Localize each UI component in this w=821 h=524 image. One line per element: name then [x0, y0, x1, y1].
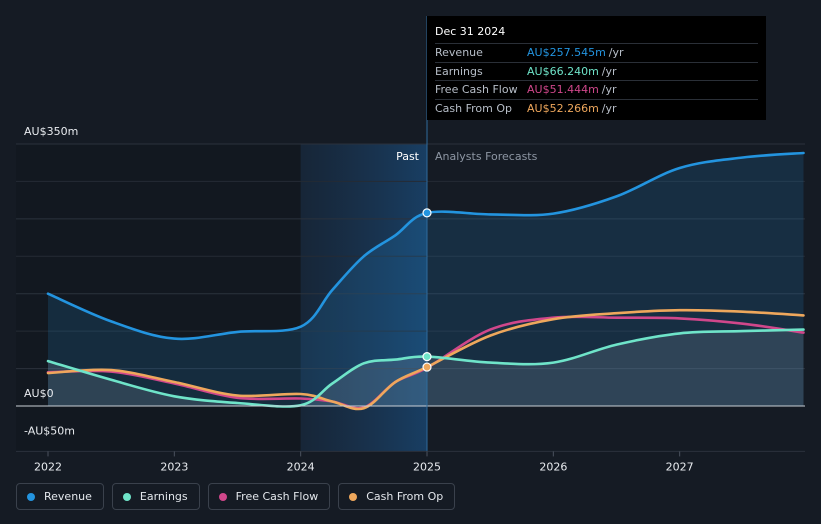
tooltip-row-revenue: Revenue AU$257.545m /yr	[435, 43, 758, 62]
chart-legend: Revenue Earnings Free Cash Flow Cash Fro…	[16, 483, 456, 510]
legend-item-earnings[interactable]: Earnings	[111, 483, 200, 510]
x-tick-label: 2023	[160, 460, 188, 473]
legend-dot-icon	[349, 492, 358, 501]
tooltip-label: Cash From Op	[435, 101, 513, 115]
series-marker	[422, 362, 432, 372]
legend-dot-icon	[122, 492, 131, 501]
series-line-revenue	[46, 151, 805, 341]
legend-item-revenue[interactable]: Revenue	[16, 483, 104, 510]
forecast-label: Analysts Forecasts	[435, 150, 538, 163]
y-tick-label: AU$0	[24, 387, 54, 400]
tooltip-row-earnings: Earnings AU$66.240m /yr	[435, 61, 758, 81]
legend-dot-icon	[27, 492, 35, 501]
tooltip-value: AU$257.545m	[527, 46, 606, 60]
tooltip-value: AU$51.444m	[527, 83, 599, 97]
tooltip-label: Free Cash Flow	[435, 83, 518, 97]
legend-label: Earnings	[139, 490, 188, 503]
legend-label: Cash From Op	[366, 490, 444, 503]
tooltip-value: AU$52.266m	[527, 101, 599, 115]
legend-label: Free Cash Flow	[235, 490, 319, 503]
tooltip-unit: /yr	[601, 64, 617, 78]
legend-item-cash-from-op[interactable]: Cash From Op	[338, 483, 456, 510]
y-tick-label: AU$350m	[24, 125, 78, 138]
series-line-cash-from-op	[46, 308, 805, 411]
legend-dot-icon	[218, 492, 227, 501]
tooltip-unit: /yr	[608, 46, 624, 60]
tooltip-label: Revenue	[435, 46, 483, 60]
legend-item-free-cash-flow[interactable]: Free Cash Flow	[207, 483, 331, 510]
tooltip-row-cash-from-op: Cash From Op AU$52.266m /yr	[435, 98, 758, 118]
x-tick-label: 2022	[34, 460, 62, 473]
series-marker	[422, 351, 432, 362]
past-label: Past	[396, 150, 420, 163]
series-line-earnings	[46, 328, 805, 408]
x-tick-label: 2027	[666, 460, 694, 473]
x-tick-label: 2024	[287, 460, 315, 473]
past-region	[16, 144, 301, 452]
series-marker	[422, 208, 432, 218]
tooltip-label: Earnings	[435, 64, 483, 78]
tooltip-unit: /yr	[601, 83, 617, 97]
tooltip-date: Dec 31 2024	[435, 25, 506, 38]
tooltip-row-free-cash-flow: Free Cash Flow AU$51.444m /yr	[435, 80, 758, 99]
legend-label: Revenue	[44, 490, 92, 503]
y-tick-label: -AU$50m	[24, 424, 75, 437]
series-area-revenue	[48, 153, 804, 406]
x-tick-label: 2026	[539, 460, 567, 473]
tooltip-unit: /yr	[601, 101, 617, 115]
tooltip-panel: Dec 31 2024 Revenue AU$257.545m /yr Earn…	[427, 16, 766, 120]
x-tick-label: 2025	[413, 460, 441, 473]
tooltip-value: AU$66.240m	[527, 64, 599, 78]
